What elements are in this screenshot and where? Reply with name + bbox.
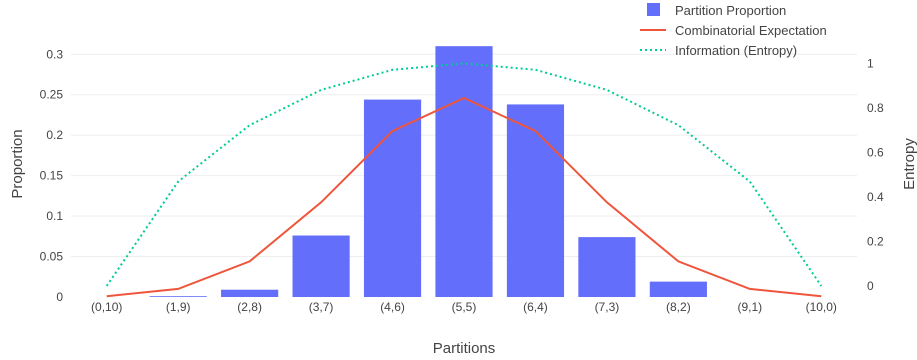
y2-axis-title: Entropy	[901, 138, 917, 190]
y-tick-label-6: 0.3	[46, 47, 63, 61]
y-tick-label-5: 0.25	[40, 88, 64, 102]
legend: Partition Proportion Combinatorial Expec…	[640, 3, 827, 58]
bar-8	[649, 281, 707, 297]
x-tick-label-6: (6,4)	[523, 300, 548, 314]
x-axis-title: Partitions	[433, 340, 496, 357]
legend-label-partition-proportion: Partition Proportion	[675, 3, 786, 18]
bar-3	[292, 235, 350, 297]
x-tick-label-4: (4,6)	[380, 300, 405, 314]
y-tick-label-4: 0.2	[46, 128, 63, 142]
series-line-1	[106, 96, 822, 298]
x-tick-label-10: (10,0)	[806, 300, 837, 314]
y-tick-label-2: 0.1	[46, 209, 63, 223]
bar-4	[363, 99, 422, 297]
y2-tick-label-5: 1	[867, 56, 874, 70]
y-tick-label-1: 0.05	[40, 250, 64, 264]
legend-label-combinatorial-expectation: Combinatorial Expectation	[675, 23, 827, 38]
x-tick-label-5: (5,5)	[452, 300, 477, 314]
lines	[105, 62, 823, 298]
x-tick-label-0: (0,10)	[91, 300, 122, 314]
bar-5	[435, 46, 493, 297]
bar-7	[578, 237, 636, 297]
y2-tick-label-1: 0.2	[867, 234, 884, 248]
bar-6	[506, 104, 565, 297]
bar-1	[149, 296, 207, 297]
y2-tick-label-4: 0.8	[867, 101, 884, 115]
y-tick-label-3: 0.15	[40, 169, 64, 183]
x-axis: (0,10) (1,9) (2,8) (3,7) (4,6) (5,5) (6,4) (7,3…	[91, 300, 837, 314]
y-tick-label-0: 0	[56, 290, 63, 304]
y2-tick-label-2: 0.4	[867, 190, 884, 204]
y2-tick-label-0: 0	[867, 279, 874, 293]
y-axis-left: 0 0.05 0.1 0.15 0.2 0.25 0.3	[40, 47, 64, 304]
y2-tick-label-3: 0.6	[867, 145, 884, 159]
x-tick-label-7: (7,3)	[595, 300, 620, 314]
bars	[149, 46, 707, 297]
x-tick-label-8: (8,2)	[666, 300, 691, 314]
x-tick-label-3: (3,7)	[309, 300, 334, 314]
legend-swatch-partition-proportion	[647, 3, 660, 16]
y-axis-right: 0 0.2 0.4 0.6 0.8 1	[867, 56, 884, 293]
x-tick-label-1: (1,9)	[166, 300, 191, 314]
x-tick-label-2: (2,8)	[237, 300, 262, 314]
x-tick-label-9: (9,1)	[737, 300, 762, 314]
y-axis-title: Proportion	[9, 129, 26, 198]
legend-label-information-entropy: Information (Entropy)	[675, 43, 797, 58]
bar-2	[221, 289, 279, 297]
